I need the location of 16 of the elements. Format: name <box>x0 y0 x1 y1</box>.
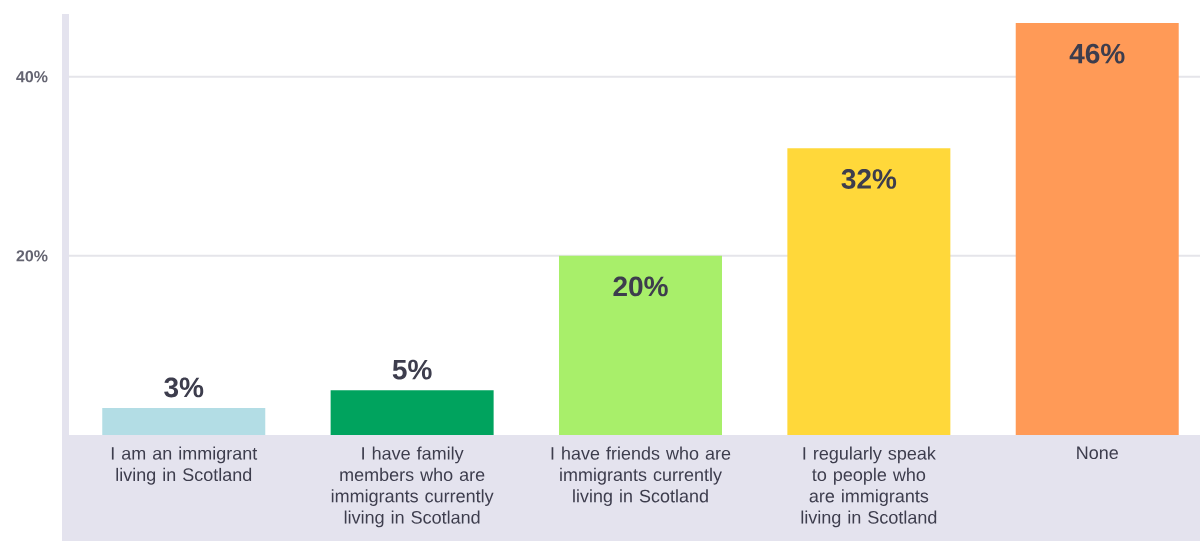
data-label: 20% <box>613 276 668 297</box>
bar <box>558 255 722 435</box>
data-label: 32% <box>841 169 897 189</box>
x-tick-label: I am an immigrant living in Scotland <box>111 446 258 485</box>
data-label: 46% <box>1069 43 1125 64</box>
x-tick-label: I have friends who are immigrants currently living in Scotland <box>551 446 731 506</box>
bar <box>1015 22 1179 435</box>
data-label: 5% <box>392 359 432 380</box>
x-tick-label: I have family members who are immigrants currently living in Scotland <box>331 446 494 528</box>
data-label: 3% <box>164 377 204 398</box>
bar <box>787 148 951 435</box>
x-tick-label: I regularly speak to people who are immigrants living in Scotland <box>801 446 937 528</box>
bar <box>330 390 494 435</box>
bar <box>102 408 266 435</box>
y-tick-label: 40% <box>16 71 48 83</box>
x-tick-label: None <box>1077 446 1118 460</box>
